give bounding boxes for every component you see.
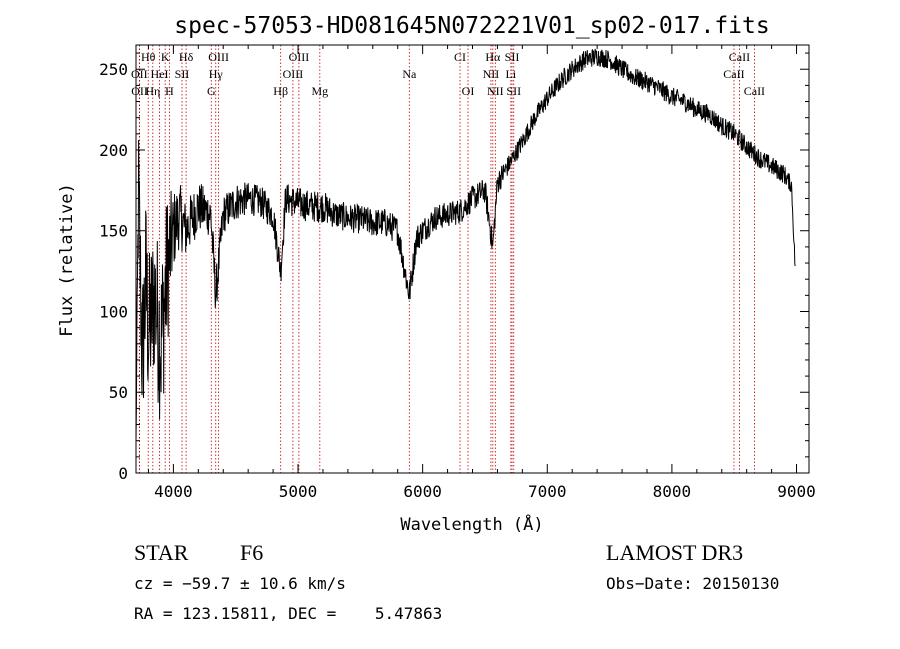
x-axis: 4000 5000 6000 7000 8000 9000 bbox=[147, 45, 816, 501]
line-marker-label: Hθ bbox=[141, 50, 156, 64]
line-marker-label: HeI bbox=[151, 67, 169, 81]
line-marker-label: SII bbox=[505, 50, 520, 64]
line-marker-label: OIII bbox=[208, 50, 229, 64]
y-tick-label: 150 bbox=[99, 222, 128, 241]
line-marker-label: OIII bbox=[289, 50, 310, 64]
line-marker-label: NII bbox=[487, 84, 504, 98]
line-marker-label: SII bbox=[175, 67, 190, 81]
line-markers bbox=[138, 45, 755, 473]
x-axis-label: Wavelength (Å) bbox=[400, 513, 543, 535]
line-marker-label: OII bbox=[131, 84, 148, 98]
line-marker-label: Hη bbox=[145, 84, 160, 98]
line-marker-label: CaII bbox=[744, 84, 765, 98]
x-tick-label: 9000 bbox=[777, 482, 816, 501]
line-marker-label: Hβ bbox=[273, 84, 288, 98]
line-marker-label: Hδ bbox=[179, 50, 194, 64]
object-class: STAR bbox=[134, 540, 189, 565]
y-tick-label: 250 bbox=[99, 60, 128, 79]
line-marker-label: CaII bbox=[723, 67, 744, 81]
observation-date: Obs−Date: 20150130 bbox=[606, 574, 780, 593]
x-tick-label: 7000 bbox=[528, 482, 567, 501]
y-tick-label: 100 bbox=[99, 302, 128, 321]
chart-title: spec-57053-HD081645N072221V01_sp02-017.f… bbox=[174, 13, 769, 39]
line-marker-label: CI bbox=[454, 50, 466, 64]
redshift-velocity: cz = −59.7 ± 10.6 km/s bbox=[134, 574, 346, 593]
line-marker-label: K bbox=[161, 50, 170, 64]
line-marker-label: Mg bbox=[311, 84, 328, 98]
spectrum-line bbox=[135, 48, 796, 441]
x-tick-label: 4000 bbox=[154, 482, 193, 501]
line-marker-label: OIII bbox=[283, 67, 304, 81]
y-axis: 0 50 100 150 200 250 bbox=[99, 52, 809, 483]
line-marker-label: NII bbox=[483, 67, 500, 81]
x-tick-label: 8000 bbox=[653, 482, 692, 501]
line-marker-label: Li bbox=[506, 67, 517, 81]
survey-name: LAMOST DR3 bbox=[606, 540, 744, 565]
coordinates: RA = 123.15811, DEC = 5.47863 bbox=[134, 604, 443, 623]
line-marker-label: SII bbox=[506, 84, 521, 98]
y-tick-label: 200 bbox=[99, 141, 128, 160]
x-tick-label: 5000 bbox=[279, 482, 318, 501]
y-axis-label: Flux (relative) bbox=[57, 183, 77, 337]
y-tick-label: 0 bbox=[118, 464, 128, 483]
x-tick-label: 6000 bbox=[403, 482, 442, 501]
line-marker-label: H bbox=[165, 84, 174, 98]
line-marker-label: OII bbox=[131, 67, 148, 81]
y-tick-label: 50 bbox=[109, 383, 128, 402]
line-marker-label: Hγ bbox=[209, 67, 224, 81]
line-marker-label: G bbox=[207, 84, 216, 98]
object-subclass: F6 bbox=[240, 540, 264, 565]
line-marker-label: OI bbox=[462, 84, 475, 98]
line-marker-label: Hα bbox=[485, 50, 501, 64]
line-marker-label: CaII bbox=[729, 50, 750, 64]
line-marker-labels: Hθ K Hδ OIII OIII CI Hα SII CaII OII HeI SII Hγ OIII N… bbox=[131, 50, 765, 98]
line-marker-label: Na bbox=[402, 67, 417, 81]
